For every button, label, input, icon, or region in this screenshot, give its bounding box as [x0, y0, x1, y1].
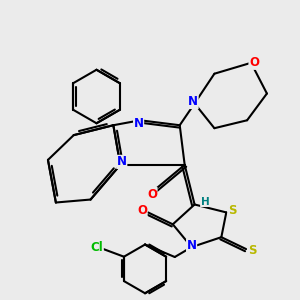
Text: O: O [147, 188, 157, 201]
Text: N: N [187, 239, 196, 252]
Text: S: S [228, 204, 236, 218]
Text: S: S [248, 244, 256, 257]
Text: N: N [188, 95, 198, 108]
Text: Cl: Cl [91, 241, 103, 254]
Text: O: O [137, 204, 147, 218]
Text: N: N [134, 117, 144, 130]
Text: N: N [117, 155, 127, 168]
Text: O: O [249, 56, 259, 69]
Text: H: H [201, 196, 209, 206]
